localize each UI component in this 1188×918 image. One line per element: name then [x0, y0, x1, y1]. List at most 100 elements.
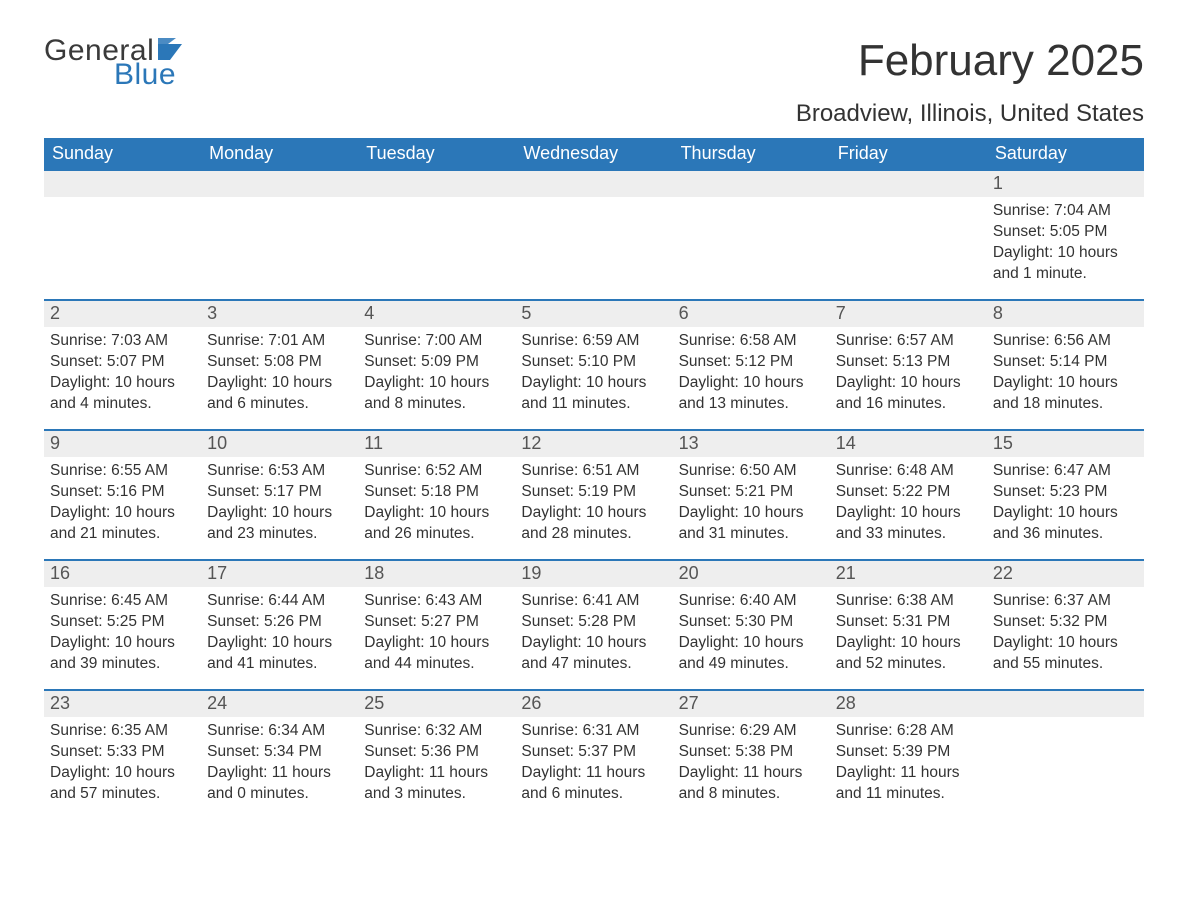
- daylight-line: Daylight: 10 hours and 1 minute.: [993, 243, 1138, 285]
- day-number-bar: 26: [515, 691, 672, 717]
- calendar-cell: 16Sunrise: 6:45 AMSunset: 5:25 PMDayligh…: [44, 561, 201, 689]
- daylight-line: Daylight: 11 hours and 3 minutes.: [364, 763, 509, 805]
- sunrise-line: Sunrise: 6:55 AM: [50, 461, 195, 482]
- daylight-line: Daylight: 10 hours and 39 minutes.: [50, 633, 195, 675]
- sunset-line: Sunset: 5:14 PM: [993, 352, 1138, 373]
- calendar-cell: [987, 691, 1144, 819]
- sunrise-line: Sunrise: 7:04 AM: [993, 201, 1138, 222]
- day-details: Sunrise: 6:34 AMSunset: 5:34 PMDaylight:…: [201, 717, 358, 805]
- page-header: General Blue February 2025 Broadview, Il…: [44, 36, 1144, 128]
- calendar-cell: 14Sunrise: 6:48 AMSunset: 5:22 PMDayligh…: [830, 431, 987, 559]
- day-number-bar: 3: [201, 301, 358, 327]
- sunrise-line: Sunrise: 6:35 AM: [50, 721, 195, 742]
- day-details: Sunrise: 6:59 AMSunset: 5:10 PMDaylight:…: [515, 327, 672, 415]
- calendar-cell: 21Sunrise: 6:38 AMSunset: 5:31 PMDayligh…: [830, 561, 987, 689]
- sunset-line: Sunset: 5:37 PM: [521, 742, 666, 763]
- day-number-bar: 11: [358, 431, 515, 457]
- day-number-bar: [515, 171, 672, 197]
- daylight-line: Daylight: 10 hours and 18 minutes.: [993, 373, 1138, 415]
- sunrise-line: Sunrise: 6:59 AM: [521, 331, 666, 352]
- daylight-line: Daylight: 10 hours and 41 minutes.: [207, 633, 352, 675]
- day-details: Sunrise: 6:47 AMSunset: 5:23 PMDaylight:…: [987, 457, 1144, 545]
- sunrise-line: Sunrise: 6:50 AM: [679, 461, 824, 482]
- day-number-bar: [44, 171, 201, 197]
- day-details: Sunrise: 6:35 AMSunset: 5:33 PMDaylight:…: [44, 717, 201, 805]
- day-details: Sunrise: 6:37 AMSunset: 5:32 PMDaylight:…: [987, 587, 1144, 675]
- sunset-line: Sunset: 5:16 PM: [50, 482, 195, 503]
- sunset-line: Sunset: 5:21 PM: [679, 482, 824, 503]
- weekday-header: Friday: [830, 138, 987, 171]
- sunset-line: Sunset: 5:23 PM: [993, 482, 1138, 503]
- sunset-line: Sunset: 5:36 PM: [364, 742, 509, 763]
- daylight-line: Daylight: 10 hours and 11 minutes.: [521, 373, 666, 415]
- calendar-week: 23Sunrise: 6:35 AMSunset: 5:33 PMDayligh…: [44, 689, 1144, 819]
- month-title: February 2025: [796, 36, 1144, 86]
- daylight-line: Daylight: 10 hours and 28 minutes.: [521, 503, 666, 545]
- day-details: Sunrise: 6:48 AMSunset: 5:22 PMDaylight:…: [830, 457, 987, 545]
- calendar-cell: 22Sunrise: 6:37 AMSunset: 5:32 PMDayligh…: [987, 561, 1144, 689]
- weekday-header: Sunday: [44, 138, 201, 171]
- day-number-bar: 23: [44, 691, 201, 717]
- day-number-bar: 2: [44, 301, 201, 327]
- calendar-cell: 27Sunrise: 6:29 AMSunset: 5:38 PMDayligh…: [673, 691, 830, 819]
- sunrise-line: Sunrise: 6:40 AM: [679, 591, 824, 612]
- calendar-cell: [44, 171, 201, 299]
- calendar-week: 1Sunrise: 7:04 AMSunset: 5:05 PMDaylight…: [44, 171, 1144, 299]
- calendar-cell: 15Sunrise: 6:47 AMSunset: 5:23 PMDayligh…: [987, 431, 1144, 559]
- day-number-bar: 22: [987, 561, 1144, 587]
- day-number-bar: 28: [830, 691, 987, 717]
- day-details: Sunrise: 6:38 AMSunset: 5:31 PMDaylight:…: [830, 587, 987, 675]
- day-details: Sunrise: 7:03 AMSunset: 5:07 PMDaylight:…: [44, 327, 201, 415]
- calendar-cell: [358, 171, 515, 299]
- day-details: Sunrise: 6:51 AMSunset: 5:19 PMDaylight:…: [515, 457, 672, 545]
- day-details: Sunrise: 6:43 AMSunset: 5:27 PMDaylight:…: [358, 587, 515, 675]
- weekday-header: Thursday: [673, 138, 830, 171]
- day-number-bar: 1: [987, 171, 1144, 197]
- daylight-line: Daylight: 10 hours and 8 minutes.: [364, 373, 509, 415]
- sunset-line: Sunset: 5:07 PM: [50, 352, 195, 373]
- weekday-header: Wednesday: [515, 138, 672, 171]
- sunset-line: Sunset: 5:34 PM: [207, 742, 352, 763]
- day-details: Sunrise: 6:41 AMSunset: 5:28 PMDaylight:…: [515, 587, 672, 675]
- calendar-week: 2Sunrise: 7:03 AMSunset: 5:07 PMDaylight…: [44, 299, 1144, 429]
- sunrise-line: Sunrise: 6:44 AM: [207, 591, 352, 612]
- sunrise-line: Sunrise: 6:38 AM: [836, 591, 981, 612]
- day-number-bar: 9: [44, 431, 201, 457]
- calendar-cell: 9Sunrise: 6:55 AMSunset: 5:16 PMDaylight…: [44, 431, 201, 559]
- sunset-line: Sunset: 5:18 PM: [364, 482, 509, 503]
- sunset-line: Sunset: 5:25 PM: [50, 612, 195, 633]
- daylight-line: Daylight: 10 hours and 33 minutes.: [836, 503, 981, 545]
- day-number-bar: [987, 691, 1144, 717]
- day-details: Sunrise: 6:56 AMSunset: 5:14 PMDaylight:…: [987, 327, 1144, 415]
- daylight-line: Daylight: 10 hours and 36 minutes.: [993, 503, 1138, 545]
- sunrise-line: Sunrise: 6:43 AM: [364, 591, 509, 612]
- calendar-cell: [830, 171, 987, 299]
- daylight-line: Daylight: 11 hours and 11 minutes.: [836, 763, 981, 805]
- day-details: Sunrise: 6:28 AMSunset: 5:39 PMDaylight:…: [830, 717, 987, 805]
- sunrise-line: Sunrise: 6:58 AM: [679, 331, 824, 352]
- sunset-line: Sunset: 5:38 PM: [679, 742, 824, 763]
- daylight-line: Daylight: 11 hours and 0 minutes.: [207, 763, 352, 805]
- day-details: Sunrise: 6:50 AMSunset: 5:21 PMDaylight:…: [673, 457, 830, 545]
- sunset-line: Sunset: 5:33 PM: [50, 742, 195, 763]
- day-number-bar: 16: [44, 561, 201, 587]
- calendar-cell: 1Sunrise: 7:04 AMSunset: 5:05 PMDaylight…: [987, 171, 1144, 299]
- calendar-cell: 7Sunrise: 6:57 AMSunset: 5:13 PMDaylight…: [830, 301, 987, 429]
- day-details: Sunrise: 6:44 AMSunset: 5:26 PMDaylight:…: [201, 587, 358, 675]
- calendar-cell: 18Sunrise: 6:43 AMSunset: 5:27 PMDayligh…: [358, 561, 515, 689]
- sunset-line: Sunset: 5:28 PM: [521, 612, 666, 633]
- day-number-bar: 8: [987, 301, 1144, 327]
- day-number-bar: 15: [987, 431, 1144, 457]
- logo-word-2: Blue: [114, 60, 188, 90]
- calendar-cell: 10Sunrise: 6:53 AMSunset: 5:17 PMDayligh…: [201, 431, 358, 559]
- day-number-bar: 12: [515, 431, 672, 457]
- day-details: Sunrise: 6:31 AMSunset: 5:37 PMDaylight:…: [515, 717, 672, 805]
- day-number-bar: 25: [358, 691, 515, 717]
- sunrise-line: Sunrise: 6:47 AM: [993, 461, 1138, 482]
- calendar-cell: 2Sunrise: 7:03 AMSunset: 5:07 PMDaylight…: [44, 301, 201, 429]
- weekday-header: Tuesday: [358, 138, 515, 171]
- sunset-line: Sunset: 5:17 PM: [207, 482, 352, 503]
- calendar-cell: 25Sunrise: 6:32 AMSunset: 5:36 PMDayligh…: [358, 691, 515, 819]
- sunrise-line: Sunrise: 6:53 AM: [207, 461, 352, 482]
- sunrise-line: Sunrise: 7:00 AM: [364, 331, 509, 352]
